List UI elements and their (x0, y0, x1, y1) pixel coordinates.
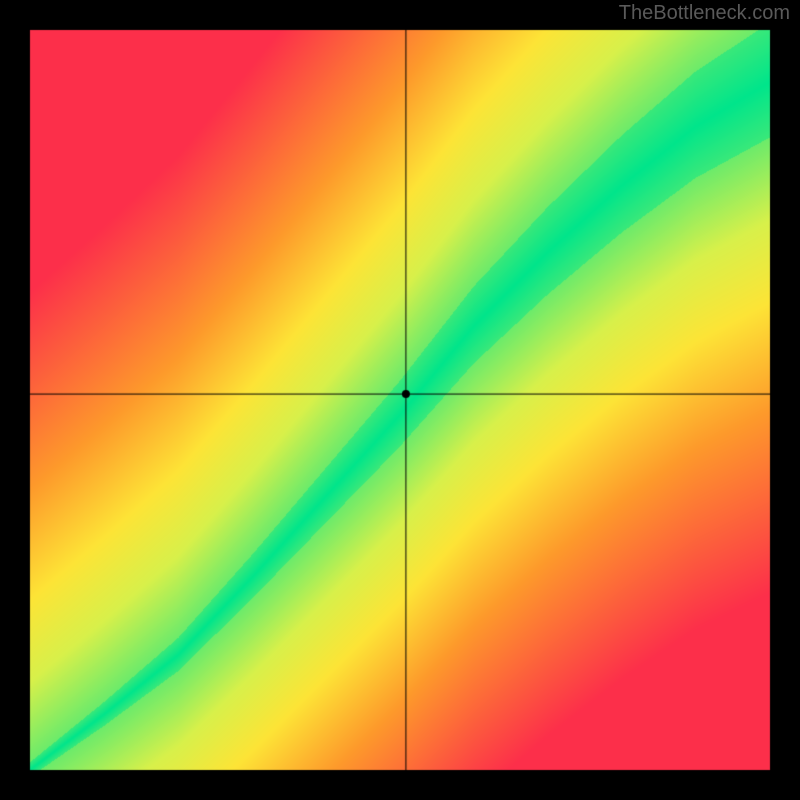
heatmap-plot (0, 0, 800, 800)
watermark-text: TheBottleneck.com (619, 2, 790, 25)
chart-container: TheBottleneck.com (0, 0, 800, 800)
heatmap-canvas (0, 0, 800, 800)
